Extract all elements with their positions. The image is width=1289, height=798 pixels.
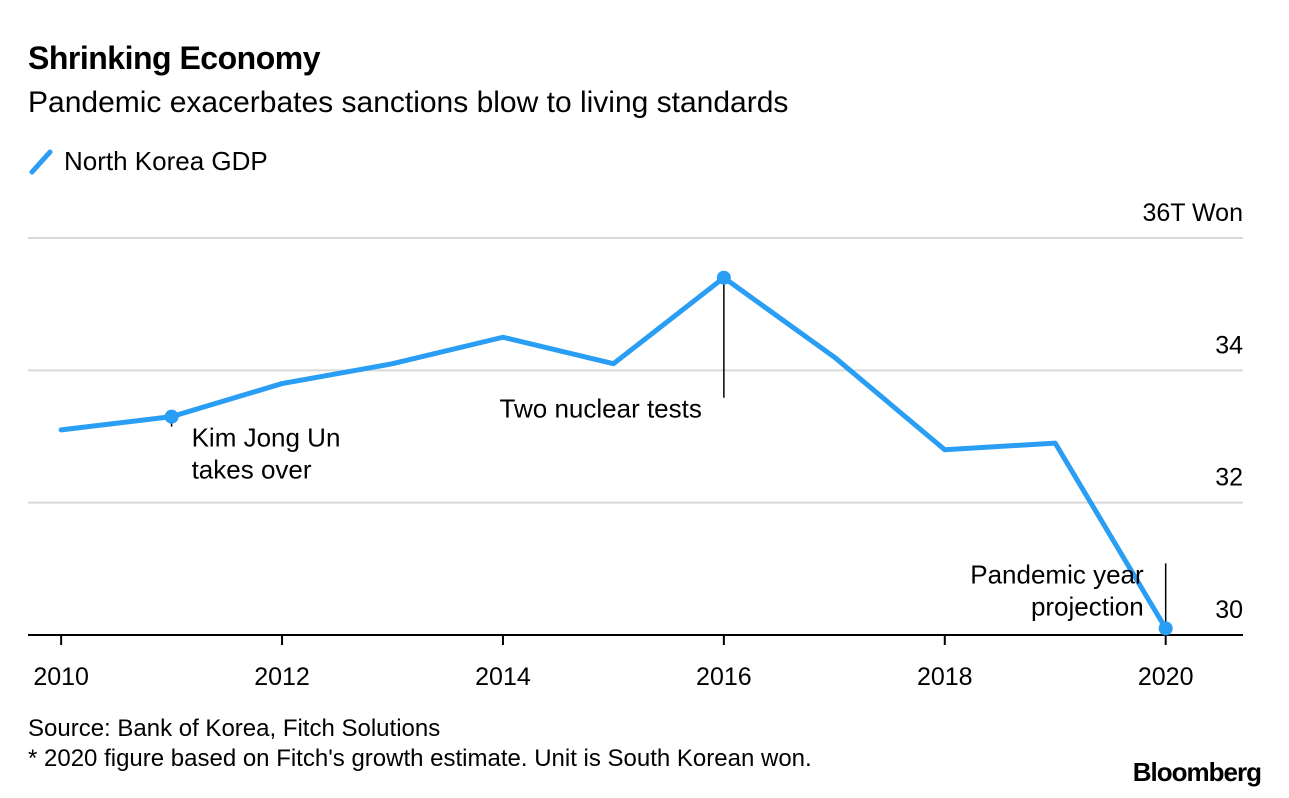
y-tick-label: 34 <box>1215 331 1243 359</box>
chart-title: Shrinking Economy <box>28 40 320 76</box>
legend: North Korea GDP <box>28 146 268 177</box>
y-tick-label: 30 <box>1215 596 1243 624</box>
x-tick-label: 2016 <box>696 663 752 691</box>
bloomberg-logo: Bloomberg <box>1132 757 1262 787</box>
x-tick-label: 2018 <box>917 663 973 691</box>
x-tick-label: 2010 <box>33 663 89 691</box>
annotation-label: takes over <box>192 455 312 485</box>
x-tick-label: 2020 <box>1138 663 1194 691</box>
annotation-marker <box>164 409 179 424</box>
annotation-label: Kim Jong Un <box>192 423 341 453</box>
unit-note: * 2020 figure based on Fitch's growth es… <box>28 745 812 772</box>
annotation-marker <box>1158 621 1173 636</box>
legend-label: North Korea GDP <box>64 146 268 176</box>
legend-line-icon <box>29 149 53 174</box>
gdp-series-line <box>58 275 1169 631</box>
annotation-label: Pandemic year <box>970 559 1144 589</box>
annotation-marker <box>716 270 731 285</box>
annotation-label: Two nuclear tests <box>500 394 702 424</box>
annotation-label: projection <box>1031 591 1144 621</box>
footnotes: Source: Bank of Korea, Fitch Solutions *… <box>28 714 812 774</box>
x-tick-label: 2014 <box>475 663 531 691</box>
y-tick-label: 36T Won <box>1142 199 1243 227</box>
y-tick-label: 32 <box>1215 464 1243 492</box>
x-tick-label: 2012 <box>254 663 310 691</box>
source-note: Source: Bank of Korea, Fitch Solutions <box>28 715 441 742</box>
chart-subtitle: Pandemic exacerbates sanctions blow to l… <box>28 86 789 119</box>
